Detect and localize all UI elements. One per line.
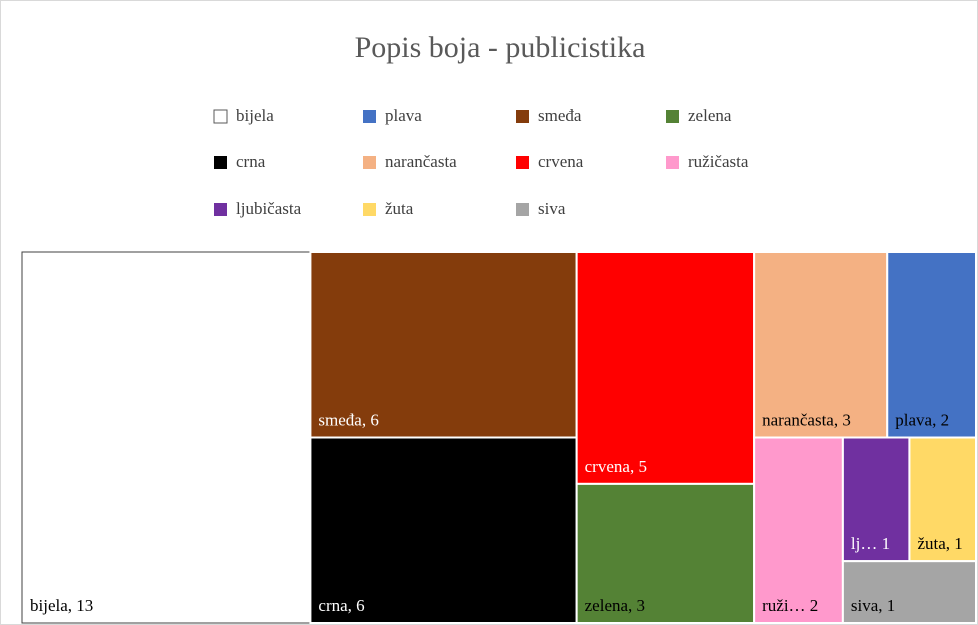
tile xyxy=(753,436,844,624)
legend-swatch xyxy=(516,203,529,216)
data-label: lj… 1 xyxy=(851,534,890,553)
tile xyxy=(753,251,889,439)
data-label: ruži… 2 xyxy=(762,596,818,615)
tile xyxy=(841,436,911,563)
legend-label: narančasta xyxy=(385,152,457,171)
legend-label: crvena xyxy=(538,152,584,171)
tile xyxy=(575,251,756,485)
legend-swatch xyxy=(363,156,376,169)
legend-label: crna xyxy=(236,152,266,171)
tile xyxy=(886,251,977,439)
legend-swatch xyxy=(214,156,227,169)
tile xyxy=(841,560,977,625)
legend-swatch xyxy=(666,156,679,169)
legend-label: smeđa xyxy=(538,106,582,125)
legend-label: zelena xyxy=(688,106,732,125)
legend-swatch xyxy=(516,156,529,169)
data-label: plava, 2 xyxy=(895,410,949,429)
legend-label: ružičasta xyxy=(688,152,749,171)
tile xyxy=(309,436,578,624)
data-label: narančasta, 3 xyxy=(762,410,851,429)
data-label: bijela, 13 xyxy=(30,596,93,615)
legend-label: bijela xyxy=(236,106,274,125)
legend-swatch xyxy=(516,110,529,123)
tile xyxy=(309,251,578,439)
tile xyxy=(575,482,756,624)
legend-label: žuta xyxy=(385,199,414,218)
data-label: crvena, 5 xyxy=(585,457,647,476)
legend-label: siva xyxy=(538,199,566,218)
legend-swatch xyxy=(666,110,679,123)
data-label: smeđa, 6 xyxy=(318,410,378,429)
data-label: zelena, 3 xyxy=(585,596,645,615)
data-label: žuta, 1 xyxy=(917,534,962,553)
legend-label: ljubičasta xyxy=(236,199,302,218)
legend-swatch xyxy=(363,110,376,123)
legend-swatch xyxy=(213,109,228,124)
tile xyxy=(21,251,311,624)
legend-swatch xyxy=(214,203,227,216)
data-label: crna, 6 xyxy=(318,596,364,615)
data-label: siva, 1 xyxy=(851,596,895,615)
legend-label: plava xyxy=(385,106,422,125)
chart-title: Popis boja - publicistika xyxy=(355,31,646,64)
legend-swatch xyxy=(363,203,376,216)
